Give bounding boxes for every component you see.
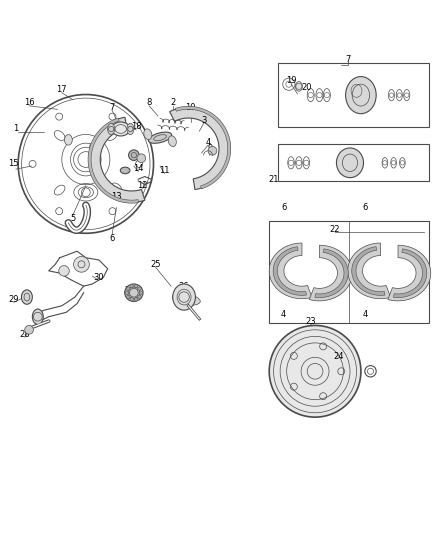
Ellipse shape xyxy=(346,77,376,114)
Ellipse shape xyxy=(90,143,95,150)
Ellipse shape xyxy=(128,287,140,298)
Text: 7: 7 xyxy=(110,103,115,111)
Ellipse shape xyxy=(336,148,364,177)
Polygon shape xyxy=(388,245,431,301)
Text: 23: 23 xyxy=(305,317,316,326)
Text: 4: 4 xyxy=(205,138,211,147)
Polygon shape xyxy=(393,249,427,297)
Text: 19: 19 xyxy=(286,76,296,85)
Ellipse shape xyxy=(172,293,200,305)
Bar xyxy=(278,63,428,127)
Text: 6: 6 xyxy=(363,203,368,212)
Circle shape xyxy=(25,326,33,334)
Text: 7: 7 xyxy=(345,54,350,63)
Circle shape xyxy=(269,326,361,417)
Ellipse shape xyxy=(168,136,177,147)
Text: 17: 17 xyxy=(57,85,67,94)
Text: 27: 27 xyxy=(124,286,135,295)
Ellipse shape xyxy=(144,129,152,140)
Circle shape xyxy=(74,256,89,272)
Circle shape xyxy=(139,291,143,294)
Text: 2: 2 xyxy=(170,98,176,107)
Text: 14: 14 xyxy=(133,164,144,173)
Text: 20: 20 xyxy=(301,83,311,92)
Circle shape xyxy=(208,147,217,155)
Ellipse shape xyxy=(173,284,195,310)
Circle shape xyxy=(138,287,141,290)
Circle shape xyxy=(127,295,130,298)
Polygon shape xyxy=(89,117,145,203)
Text: 29: 29 xyxy=(9,295,19,304)
Polygon shape xyxy=(175,106,231,189)
Text: 30: 30 xyxy=(94,273,104,282)
Circle shape xyxy=(134,284,138,288)
Circle shape xyxy=(127,287,130,290)
Text: 4: 4 xyxy=(281,310,286,319)
Text: 25: 25 xyxy=(150,260,161,269)
Text: 13: 13 xyxy=(111,192,122,201)
Text: 11: 11 xyxy=(159,166,170,175)
Text: 28: 28 xyxy=(19,330,30,338)
Ellipse shape xyxy=(120,167,130,174)
Ellipse shape xyxy=(295,82,302,91)
Polygon shape xyxy=(269,243,312,298)
Text: 8: 8 xyxy=(146,98,152,107)
Text: 6: 6 xyxy=(281,203,286,212)
Polygon shape xyxy=(273,247,307,295)
Ellipse shape xyxy=(108,123,115,135)
Text: 9: 9 xyxy=(208,144,213,153)
Polygon shape xyxy=(170,107,230,190)
Text: 3: 3 xyxy=(201,116,206,125)
Polygon shape xyxy=(309,245,352,301)
Polygon shape xyxy=(352,247,385,295)
Circle shape xyxy=(130,284,134,288)
Bar xyxy=(278,144,428,181)
Circle shape xyxy=(129,150,139,160)
Text: 18: 18 xyxy=(131,122,141,131)
Ellipse shape xyxy=(32,309,43,325)
Text: 12: 12 xyxy=(138,181,148,190)
Circle shape xyxy=(137,154,146,163)
Text: 5: 5 xyxy=(70,214,75,223)
Text: 22: 22 xyxy=(329,225,340,234)
Ellipse shape xyxy=(64,135,72,145)
Text: 10: 10 xyxy=(185,103,196,111)
Bar xyxy=(269,221,428,323)
Polygon shape xyxy=(315,249,348,297)
Text: 16: 16 xyxy=(24,98,35,107)
Ellipse shape xyxy=(112,122,130,136)
Text: 24: 24 xyxy=(334,351,344,360)
Circle shape xyxy=(59,265,69,276)
Polygon shape xyxy=(88,118,138,203)
Circle shape xyxy=(138,295,141,298)
Circle shape xyxy=(134,297,138,301)
Text: 1: 1 xyxy=(13,125,18,133)
Circle shape xyxy=(130,297,134,301)
Circle shape xyxy=(125,291,129,294)
Ellipse shape xyxy=(127,123,134,135)
Text: 15: 15 xyxy=(9,159,19,168)
Text: 6: 6 xyxy=(110,233,115,243)
Text: 26: 26 xyxy=(179,281,189,290)
Ellipse shape xyxy=(21,290,32,304)
Text: 4: 4 xyxy=(363,310,368,319)
Ellipse shape xyxy=(148,132,172,143)
Polygon shape xyxy=(348,243,391,298)
Ellipse shape xyxy=(125,284,143,302)
Text: 21: 21 xyxy=(268,175,279,184)
